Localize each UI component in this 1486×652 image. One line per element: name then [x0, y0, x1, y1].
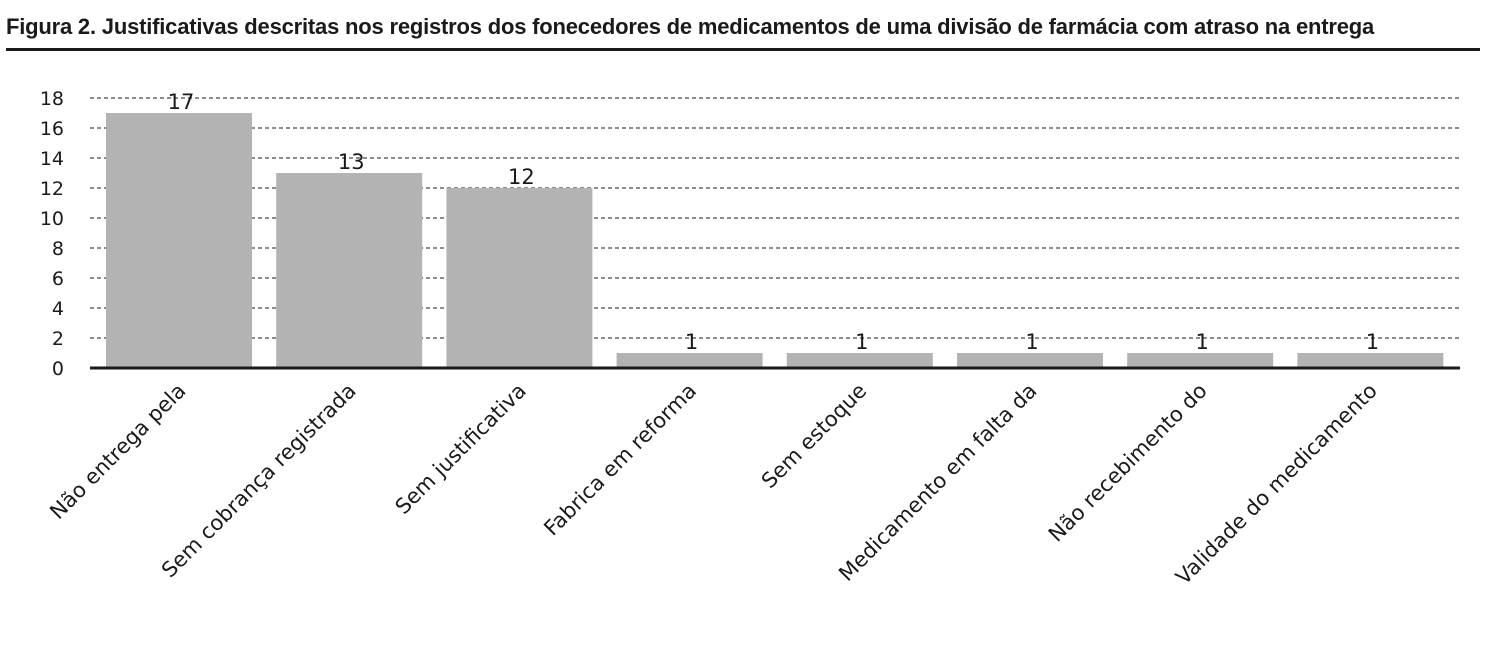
y-tick-label: 0 [52, 358, 64, 380]
data-label: 1 [1366, 330, 1379, 354]
bar [1127, 353, 1274, 367]
gridlines [90, 97, 1460, 370]
bar [106, 113, 252, 367]
category-label: Não entrega pela [45, 379, 190, 524]
y-tick-label: 2 [52, 328, 64, 350]
bar [446, 188, 593, 367]
y-axis: 0 2 4 6 8 10 12 14 16 18 [40, 88, 64, 380]
category-label: Sem estoque [757, 379, 871, 493]
bar [616, 353, 763, 367]
data-label: 12 [508, 165, 535, 189]
chart-title: Figura 2. Justificativas descritas nos r… [6, 14, 1375, 39]
data-label: 17 [168, 90, 195, 114]
bar [276, 173, 423, 367]
data-label: 13 [338, 150, 365, 174]
y-tick-label: 14 [40, 148, 64, 170]
data-label: 1 [855, 330, 868, 354]
category-label: Não recebimento do [1044, 379, 1212, 547]
y-tick-label: 4 [52, 298, 64, 320]
title-underline [6, 48, 1480, 51]
y-tick-label: 10 [40, 208, 64, 230]
bar [786, 353, 933, 367]
bar [1297, 353, 1444, 367]
category-label: Fabrica em reforma [539, 379, 701, 541]
category-label: Medicamento em falta da [834, 379, 1041, 586]
category-label: Validade do medicamento [1171, 379, 1382, 590]
category-label: Sem cobrança registrada [157, 379, 361, 583]
y-tick-label: 16 [40, 118, 64, 140]
data-label: 1 [1196, 330, 1209, 354]
category-label: Sem justificativa [391, 379, 531, 519]
y-tick-label: 8 [52, 238, 64, 260]
y-tick-label: 12 [40, 178, 64, 200]
y-tick-label: 18 [40, 88, 64, 110]
y-tick-label: 6 [52, 268, 64, 290]
bar [957, 353, 1103, 367]
data-label: 1 [685, 330, 698, 354]
bars [106, 113, 1444, 367]
data-label: 1 [1025, 330, 1038, 354]
